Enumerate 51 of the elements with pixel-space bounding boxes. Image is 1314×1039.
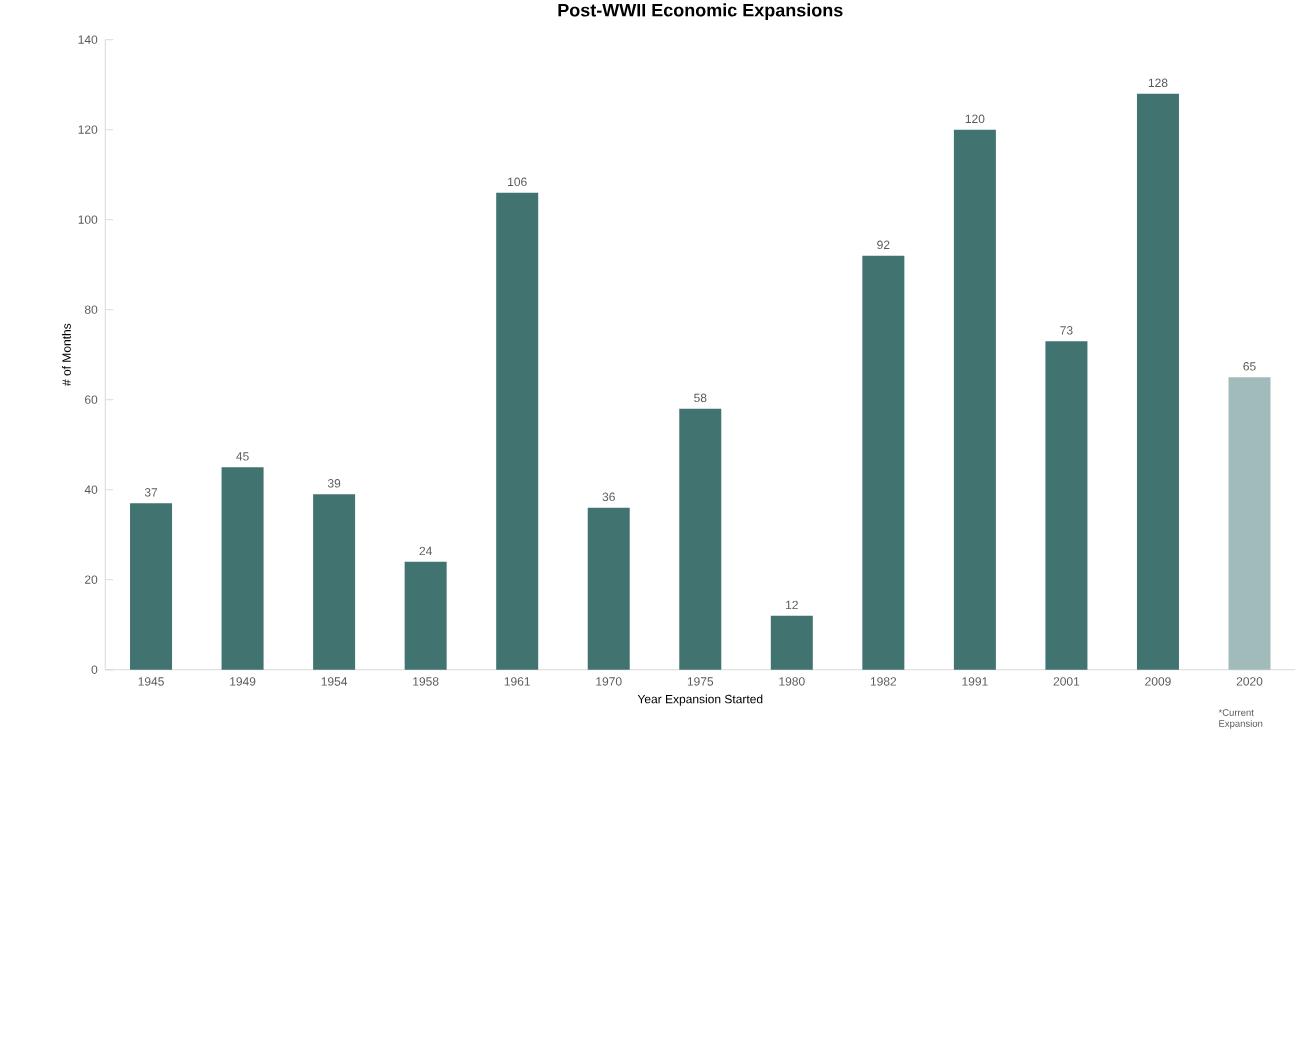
y-tick-label: 120	[78, 125, 98, 135]
x-tick-label: 2020	[1236, 677, 1263, 686]
data-label: 58	[694, 393, 707, 403]
x-tick-label: 2001	[1053, 677, 1080, 686]
bar	[313, 494, 356, 670]
text: *Current Expansion	[1218, 709, 1263, 729]
y-tick-label: 140	[78, 35, 98, 45]
bar	[862, 255, 905, 670]
x-axis-title: Year Expansion Started	[637, 694, 763, 706]
bar	[404, 561, 447, 670]
data-label: 39	[327, 479, 341, 488]
x-tick-label: 1958	[413, 677, 439, 686]
bar	[953, 129, 996, 670]
y-tick-label: 0	[91, 665, 98, 675]
x-tick-label: 1970	[596, 677, 622, 686]
x-tick-label: 1982	[870, 677, 897, 686]
x-tick-label: 1945	[138, 677, 164, 686]
x-tick-label: 1961	[504, 677, 530, 686]
x-tick-label: 2009	[1145, 677, 1171, 686]
bar	[1136, 93, 1179, 670]
y-axis-title: # of Months	[62, 323, 71, 387]
y-tick-label: 80	[84, 305, 98, 315]
x-tick-label: 1980	[779, 677, 805, 686]
y-tick-label: 60	[85, 395, 98, 405]
bar	[496, 192, 539, 670]
x-tick-label: 1954	[321, 677, 348, 686]
x-tick-label: 1991	[962, 677, 988, 686]
y-tick-label: 40	[84, 485, 98, 495]
bar	[1045, 341, 1088, 670]
bar	[587, 507, 630, 670]
x-tick-label: 1949	[230, 677, 256, 686]
data-label: 37	[144, 488, 158, 497]
bar	[130, 503, 173, 670]
data-label: 65	[1243, 362, 1256, 371]
y-tick-label: 20	[84, 575, 98, 585]
bar	[770, 615, 813, 670]
x-tick-label: 1975	[687, 677, 714, 686]
chart-title: Post-WWII Economic Expansions	[558, 3, 843, 21]
bar	[1228, 377, 1271, 670]
data-label: 120	[965, 114, 985, 124]
data-label: 128	[1148, 78, 1168, 88]
data-label: 73	[1060, 326, 1073, 335]
bar	[679, 408, 722, 670]
data-label: 12	[786, 600, 798, 610]
data-label: 36	[602, 492, 615, 502]
data-label: 45	[236, 452, 249, 461]
data-label: 24	[419, 546, 432, 556]
data-label: 106	[508, 177, 527, 187]
y-tick-label: 100	[78, 215, 98, 225]
data-label: 92	[877, 240, 890, 250]
bar	[221, 467, 264, 670]
